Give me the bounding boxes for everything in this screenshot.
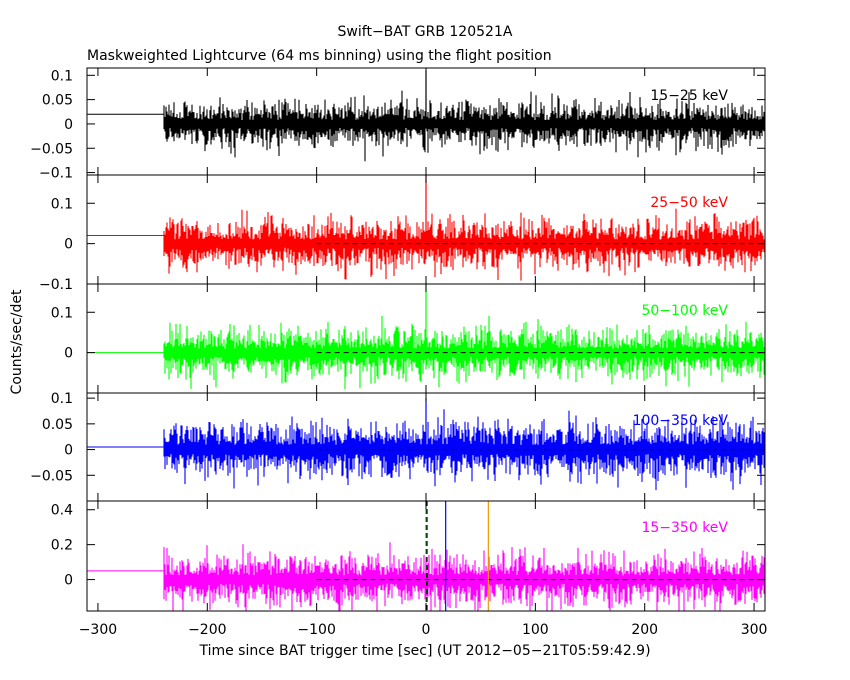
- y-tick-label: 0.1: [51, 196, 73, 212]
- y-tick-label: 0.1: [51, 68, 73, 84]
- panel-data: [87, 501, 765, 611]
- y-tick-label: 0: [64, 237, 73, 253]
- panel-data: [87, 175, 765, 281]
- lightcurve-series: [163, 90, 765, 162]
- y-tick-label: 0: [64, 443, 73, 459]
- panels-group: −0.1 −0.05 0 0.05 0.1 15−25 keV −0.1 0 0.1 25−50 …: [30, 67, 768, 638]
- panel-2: −0.1 0 0.1 25−50 keV: [39, 174, 766, 293]
- panel-3: 0 0.1 50−100 keV: [51, 283, 766, 394]
- x-tick-label: 300: [741, 622, 768, 638]
- y-tick-label: −0.1: [39, 277, 73, 293]
- x-tick-label: 100: [522, 622, 549, 638]
- band-label: 25−50 keV: [650, 195, 728, 211]
- x-tick-label: −200: [188, 622, 226, 638]
- x-tick-label: −300: [79, 622, 117, 638]
- y-tick-label: 0: [64, 573, 73, 589]
- y-axis-label: Counts/sec/det: [9, 289, 25, 394]
- panel-data: [87, 70, 765, 162]
- y-tick-label: 0.1: [51, 391, 73, 407]
- x-axis-label: Time since BAT trigger time [sec] (UT 20…: [198, 643, 650, 659]
- y-tick-label: 0.05: [42, 417, 73, 433]
- y-tick-label: 0: [64, 117, 73, 133]
- y-tick-label: 0: [64, 346, 73, 362]
- chart-title: Swift−BAT GRB 120521A: [338, 24, 513, 40]
- lightcurve-series: [163, 409, 765, 491]
- band-label: 50−100 keV: [641, 303, 728, 319]
- panel-1: −0.1 −0.05 0 0.05 0.1 15−25 keV: [30, 67, 766, 182]
- panel-data: [87, 284, 765, 390]
- band-label: 15−25 keV: [650, 88, 728, 104]
- x-tick-labels: −300 −200 −100 0 100 200 300: [79, 622, 768, 638]
- band-label: 100−350 keV: [633, 413, 729, 429]
- y-tick-label: 0.1: [51, 305, 73, 321]
- y-tick-label: 0.2: [51, 538, 73, 554]
- panel-5: 0 0.2 0.4 15−350 keV: [51, 500, 766, 612]
- lightcurve-series: [163, 208, 765, 281]
- y-tick-label: 0.4: [51, 503, 73, 519]
- y-tick-label: −0.1: [39, 166, 73, 182]
- y-tick-label: −0.05: [30, 141, 73, 157]
- band-label: 15−350 keV: [641, 520, 728, 536]
- x-tick-label: 0: [422, 622, 431, 638]
- chart-subtitle: Maskweighted Lightcurve (64 ms binning) …: [87, 48, 552, 64]
- panel-4: −0.05 0 0.05 0.1 100−350 keV: [30, 391, 766, 502]
- panel-data: [87, 398, 765, 491]
- y-tick-label: 0.05: [42, 93, 73, 109]
- x-tick-label: −100: [297, 622, 335, 638]
- y-tick-label: −0.05: [30, 468, 73, 484]
- x-tick-label: 200: [631, 622, 658, 638]
- lightcurve-series: [163, 542, 765, 611]
